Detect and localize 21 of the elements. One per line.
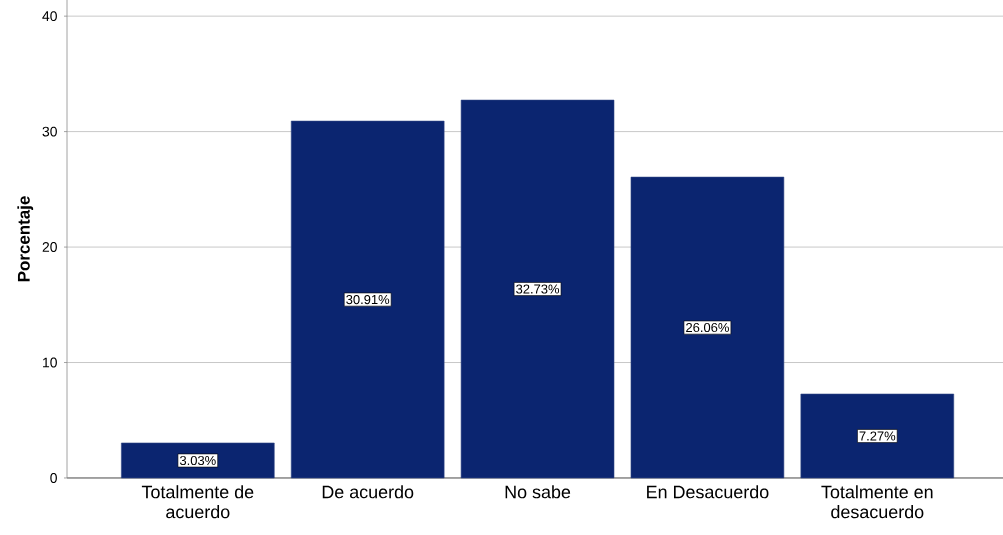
- data-label: 30.91%: [346, 294, 390, 305]
- y-axis-title: Porcentaje: [17, 196, 34, 282]
- y-tick-label: 0: [50, 473, 57, 483]
- x-tick-label: De acuerdo: [322, 485, 414, 499]
- x-tick-label: En Desacuerdo: [647, 485, 769, 499]
- bar: [460, 99, 615, 479]
- x-tick-label: Totalmente de acuerdo: [141, 485, 254, 519]
- data-label: 26.06%: [686, 322, 729, 333]
- y-tick-label: 10: [43, 357, 57, 368]
- x-tick-label: Totalmente en desacuerdo: [821, 485, 933, 519]
- bar: [800, 393, 955, 479]
- y-tick-label: 40: [42, 11, 57, 22]
- x-tick-label: No sabe: [505, 485, 571, 499]
- bar: [121, 442, 275, 479]
- y-tick-label: 20: [42, 242, 57, 253]
- bar: [290, 120, 445, 479]
- data-label: 7.27%: [859, 431, 896, 441]
- y-tick-label: 30: [42, 126, 57, 137]
- data-label: 3.03%: [179, 455, 216, 466]
- bar: [630, 176, 785, 479]
- data-label: 32.73%: [516, 284, 560, 294]
